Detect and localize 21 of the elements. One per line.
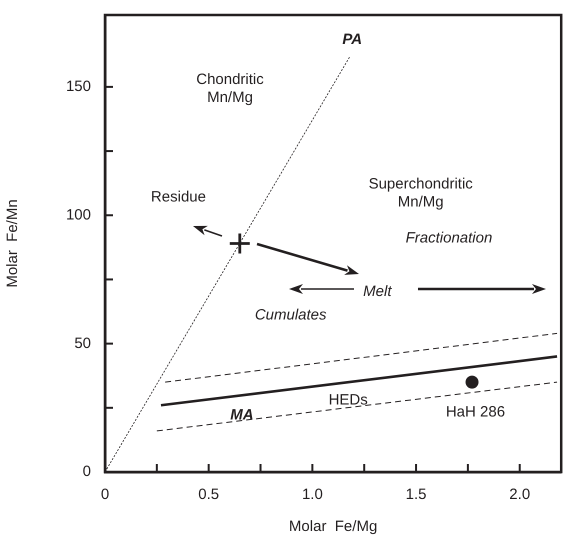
annotation: Cumulates [254, 306, 328, 324]
annotation: Superchondritic Mn/Mg [368, 175, 474, 210]
y-tick-label: 0 [82, 463, 91, 480]
x-tick-label: 1.0 [302, 486, 323, 504]
x-tick-label: 2.0 [509, 486, 530, 504]
x-tick-label: 0 [100, 486, 110, 504]
annotation: HaH 286 [446, 403, 506, 420]
annotation: Residue [150, 188, 206, 206]
x-tick-label: 0.5 [198, 486, 220, 504]
annotation: PA [342, 30, 362, 48]
annotation: MA [230, 406, 254, 424]
x-tick-label: 1.5 [406, 486, 426, 504]
annotation: Fractionation [406, 230, 492, 247]
annotation: HEDs [328, 391, 368, 408]
y-tick-label: 50 [74, 334, 91, 352]
y-axis-title: Molar Fe/Mn [4, 199, 22, 288]
annotation: Melt [363, 283, 392, 300]
x-axis-title: Molar Fe/Mg [288, 518, 378, 536]
annotation: Chondritic Mn/Mg [196, 71, 264, 106]
y-tick-label: 100 [66, 206, 91, 224]
y-tick-label: 150 [66, 78, 91, 96]
